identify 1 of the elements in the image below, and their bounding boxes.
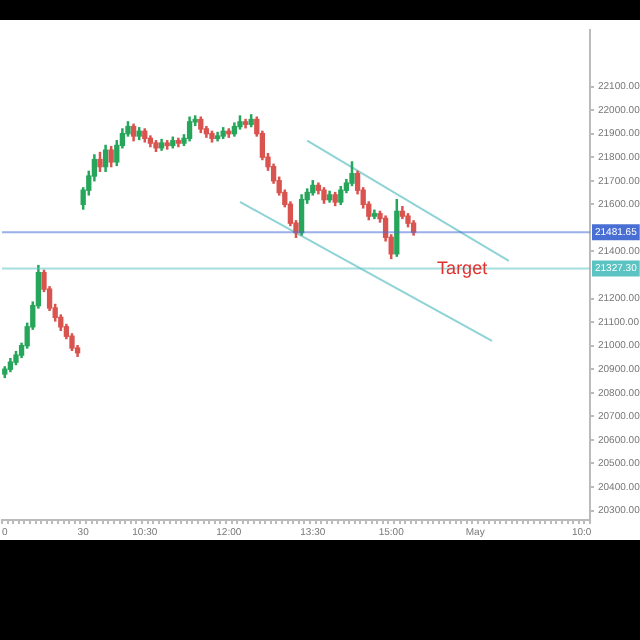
annotation: Target	[437, 257, 489, 278]
